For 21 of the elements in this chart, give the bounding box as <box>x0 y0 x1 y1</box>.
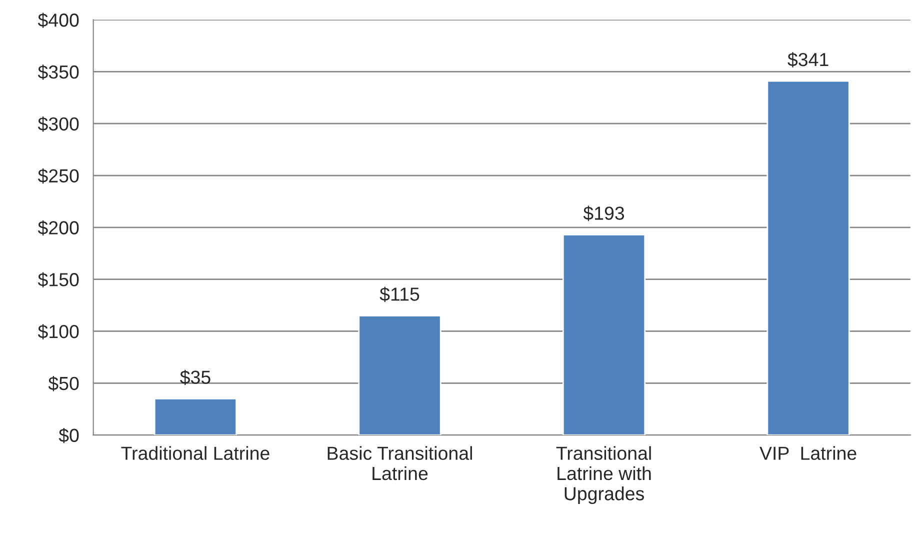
bar <box>154 398 238 436</box>
y-tick-label: $50 <box>48 376 79 392</box>
y-tick-label: $150 <box>38 272 79 288</box>
x-tick-label: Transitional Latrine with Upgrades <box>556 446 651 504</box>
data-label: $35 <box>180 370 210 386</box>
y-tick-label: $400 <box>38 12 79 28</box>
y-tick-label: $100 <box>38 324 79 340</box>
bar <box>358 314 442 436</box>
data-label: $115 <box>380 286 420 302</box>
x-tick-label: Basic Transitional Latrine <box>328 446 472 480</box>
data-label: $193 <box>583 206 624 221</box>
y-tick-label: $0 <box>58 428 79 444</box>
bar <box>766 80 850 436</box>
bar <box>562 234 646 436</box>
y-tick-label: $350 <box>38 64 79 80</box>
x-tick-label: VIP Latrine <box>760 446 856 460</box>
y-tick-label: $200 <box>38 220 79 236</box>
y-tick-label: $250 <box>38 168 79 184</box>
y-tick-label: $300 <box>38 116 79 132</box>
data-label: $341 <box>788 52 828 68</box>
x-tick-label: Traditional Latrine <box>121 446 270 460</box>
